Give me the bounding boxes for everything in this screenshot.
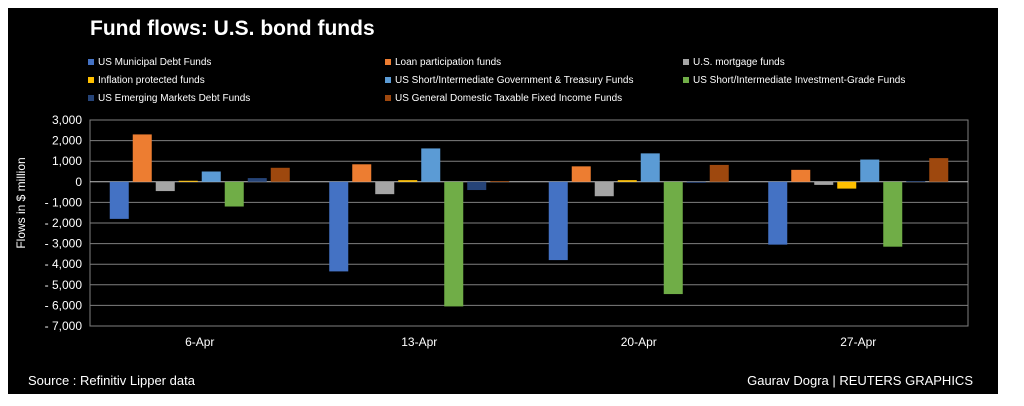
- bar-us-emerging-markets-debt-funds-13-apr: [467, 181, 487, 191]
- bar-us-municipal-debt-funds-27-apr: [768, 181, 788, 245]
- bar-inflation-protected-funds-27-apr: [837, 181, 857, 189]
- legend-label-us-short-intermediate-government-treasury-funds: US Short/Intermediate Government & Treas…: [395, 75, 633, 86]
- source-note: Source : Refinitiv Lipper data: [28, 373, 196, 388]
- x-category-label: 20-Apr: [621, 335, 657, 349]
- bar-us-general-domestic-taxable-fixed-income-funds-6-apr: [270, 167, 290, 182]
- legend-label-us-general-domestic-taxable-fixed-income-funds: US General Domestic Taxable Fixed Income…: [395, 93, 622, 104]
- bar-us-short-intermediate-government-treasury-funds-6-apr: [201, 171, 221, 182]
- bar-us-short-intermediate-investment-grade-funds-6-apr: [224, 181, 244, 207]
- bar-us-short-intermediate-investment-grade-funds-20-apr: [663, 181, 683, 295]
- bar-loan-participation-funds-13-apr: [352, 164, 372, 182]
- bar-loan-participation-funds-27-apr: [791, 169, 811, 182]
- bar-inflation-protected-funds-6-apr: [178, 180, 198, 182]
- bar-us-general-domestic-taxable-fixed-income-funds-27-apr: [929, 158, 949, 182]
- y-tick-label: - 7,000: [45, 319, 83, 333]
- plot-area: 3,000 2,000 1,000 0 - 1,000 - 2,000 - 3,000 - 4…: [45, 113, 969, 349]
- legend-swatch-us-municipal-debt-funds: [88, 59, 94, 65]
- y-tick-label: - 1,000: [45, 195, 83, 209]
- y-tick-label: - 3,000: [45, 237, 83, 251]
- bar-us-emerging-markets-debt-funds-27-apr: [906, 181, 926, 182]
- legend-swatch-u-s-mortgage-funds: [683, 59, 689, 65]
- bar-us-short-intermediate-government-treasury-funds-20-apr: [640, 153, 660, 182]
- bar-us-municipal-debt-funds-20-apr: [548, 181, 568, 261]
- legend-swatch-us-emerging-markets-debt-funds: [88, 95, 94, 101]
- bar-us-municipal-debt-funds-13-apr: [329, 181, 349, 272]
- x-category-label: 13-Apr: [401, 335, 437, 349]
- y-tick-label: 2,000: [52, 134, 82, 148]
- legend-label-us-emerging-markets-debt-funds: US Emerging Markets Debt Funds: [98, 93, 250, 104]
- legend-swatch-us-short-intermediate-government-treasury-funds: [385, 77, 391, 83]
- x-category-label: 6-Apr: [185, 335, 214, 349]
- legend-label-inflation-protected-funds: Inflation protected funds: [98, 75, 205, 86]
- legend-label-us-short-intermediate-investment-grade-funds: US Short/Intermediate Investment-Grade F…: [693, 75, 905, 86]
- credit-note: Gaurav Dogra | REUTERS GRAPHICS: [747, 373, 973, 388]
- chart: Fund flows: U.S. bond funds US Municipal…: [14, 17, 973, 388]
- y-tick-label: 3,000: [52, 113, 82, 127]
- chart-panel: Fund flows: U.S. bond funds US Municipal…: [8, 8, 998, 394]
- bar-u-s-mortgage-funds-20-apr: [594, 181, 614, 197]
- legend-swatch-inflation-protected-funds: [88, 77, 94, 83]
- bar-us-short-intermediate-investment-grade-funds-27-apr: [883, 181, 903, 247]
- legend-label-u-s-mortgage-funds: U.S. mortgage funds: [693, 57, 785, 68]
- bar-us-municipal-debt-funds-6-apr: [109, 181, 129, 219]
- bar-u-s-mortgage-funds-27-apr: [814, 181, 834, 185]
- legend-swatch-us-short-intermediate-investment-grade-funds: [683, 77, 689, 83]
- chart-title: Fund flows: U.S. bond funds: [90, 17, 375, 40]
- legend-swatch-us-general-domestic-taxable-fixed-income-funds: [385, 95, 391, 101]
- y-tick-label: 1,000: [52, 154, 82, 168]
- y-tick-label: - 6,000: [45, 298, 83, 312]
- bar-loan-participation-funds-20-apr: [571, 166, 591, 182]
- y-tick-label: - 2,000: [45, 216, 83, 230]
- bar-us-general-domestic-taxable-fixed-income-funds-13-apr: [490, 181, 510, 182]
- x-category-label: 27-Apr: [840, 335, 876, 349]
- bar-us-short-intermediate-government-treasury-funds-13-apr: [421, 148, 441, 182]
- bar-us-short-intermediate-government-treasury-funds-27-apr: [860, 159, 880, 182]
- bar-loan-participation-funds-6-apr: [132, 134, 152, 182]
- bar-inflation-protected-funds-13-apr: [398, 180, 418, 182]
- legend-label-us-municipal-debt-funds: US Municipal Debt Funds: [98, 57, 211, 68]
- bar-inflation-protected-funds-20-apr: [617, 180, 637, 182]
- bar-u-s-mortgage-funds-6-apr: [155, 181, 175, 192]
- y-axis-label: Flows in $ million: [14, 157, 28, 248]
- legend: US Municipal Debt Funds Loan participatio…: [88, 57, 905, 104]
- bar-us-general-domestic-taxable-fixed-income-funds-20-apr: [709, 164, 729, 182]
- bar-u-s-mortgage-funds-13-apr: [375, 181, 395, 195]
- bar-us-emerging-markets-debt-funds-20-apr: [686, 181, 706, 183]
- y-tick-label: - 4,000: [45, 257, 83, 271]
- y-tick-label: - 5,000: [45, 278, 83, 292]
- bar-us-emerging-markets-debt-funds-6-apr: [247, 178, 267, 182]
- legend-swatch-loan-participation-funds: [385, 59, 391, 65]
- bar-us-short-intermediate-investment-grade-funds-13-apr: [444, 181, 464, 307]
- legend-label-loan-participation-funds: Loan participation funds: [395, 57, 501, 68]
- y-tick-label: 0: [75, 175, 82, 189]
